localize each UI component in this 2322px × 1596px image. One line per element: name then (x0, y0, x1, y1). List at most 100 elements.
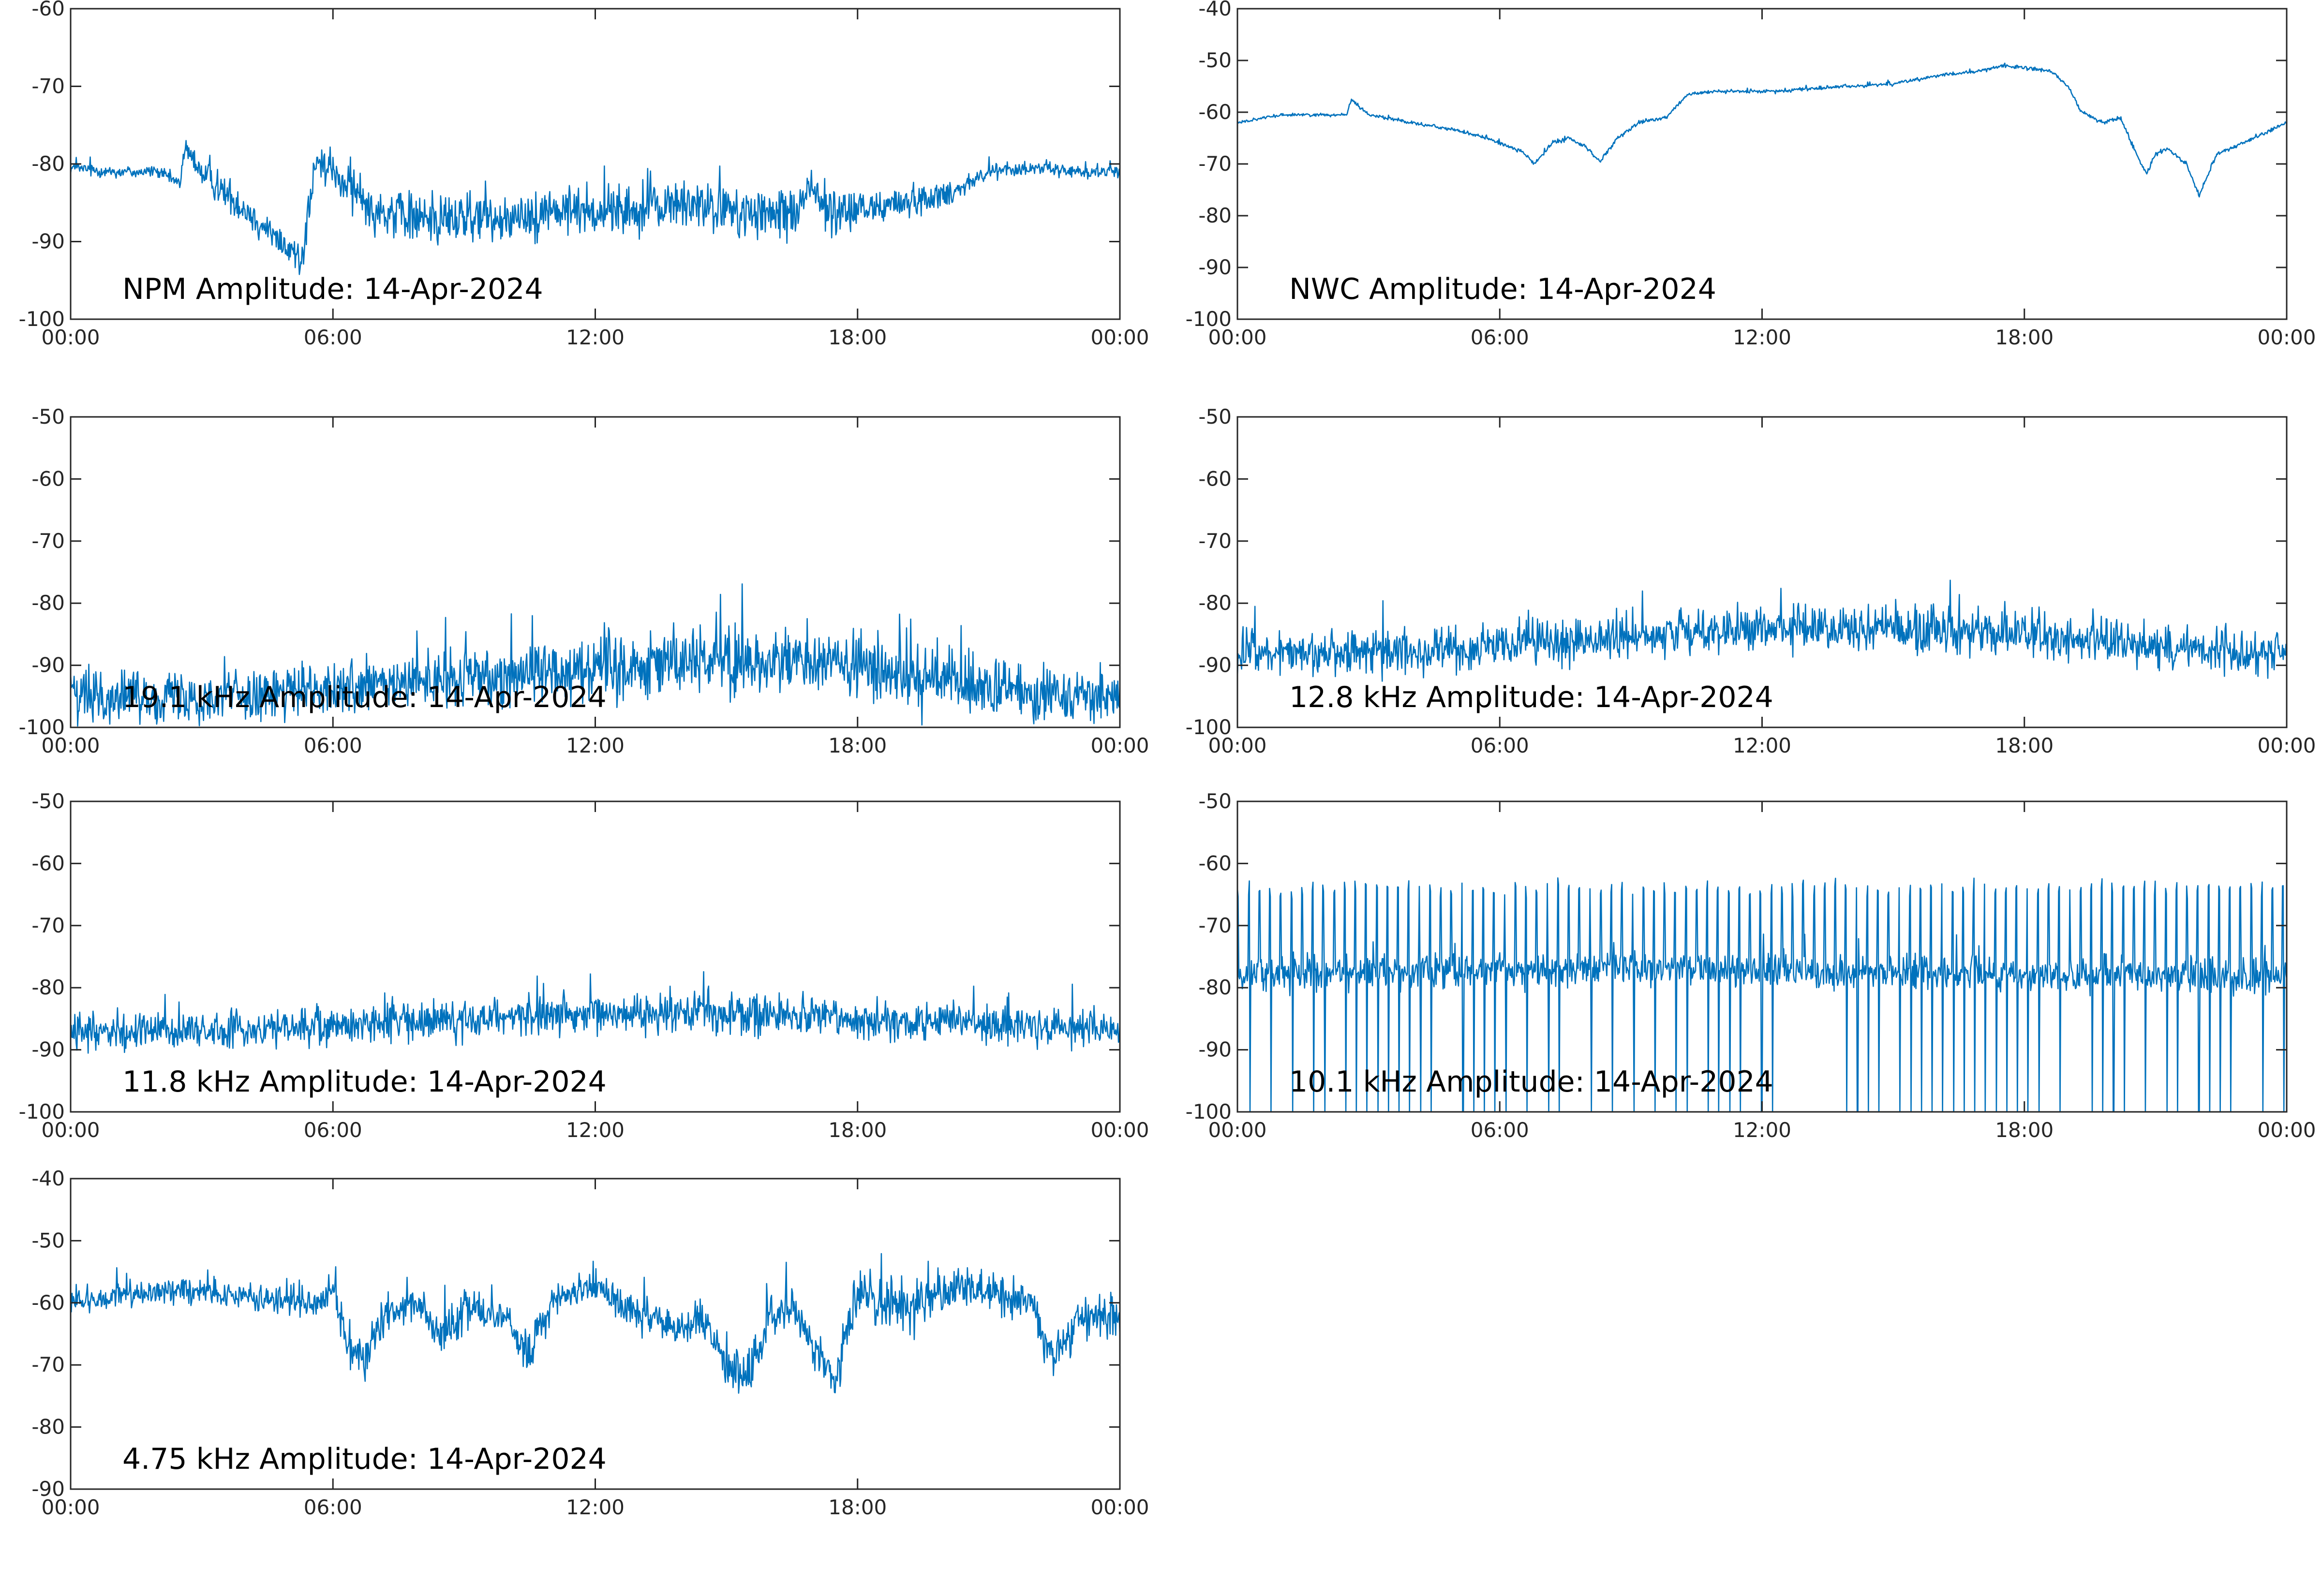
panel-title: 11.8 kHz Amplitude: 14-Apr-2024 (122, 1065, 607, 1099)
panel-title: 19.1 kHz Amplitude: 14-Apr-2024 (122, 680, 607, 714)
y-tick-label: -90 (31, 1477, 65, 1501)
x-tick-label: 00:00 (1090, 1118, 1149, 1142)
panel-title: 10.1 kHz Amplitude: 14-Apr-2024 (1289, 1065, 1773, 1099)
y-tick-label: -80 (1198, 591, 1232, 615)
x-tick-label: 12:00 (566, 1495, 625, 1519)
x-tick-label: 12:00 (566, 1118, 625, 1142)
y-tick-label: -80 (31, 975, 65, 999)
x-tick-label: 06:00 (304, 325, 362, 349)
x-tick-label: 12:00 (1733, 325, 1791, 349)
y-tick-label: -60 (1198, 467, 1232, 490)
y-tick-label: -70 (31, 914, 65, 937)
x-tick-label: 12:00 (1733, 1118, 1791, 1142)
y-tick-label: -60 (31, 851, 65, 875)
x-tick-label: 12:00 (566, 734, 625, 757)
x-tick-label: 12:00 (566, 325, 625, 349)
y-tick-label: -100 (1186, 1100, 1232, 1123)
plot-area-5 (70, 800, 1121, 1113)
x-tick-label: 18:00 (828, 1495, 887, 1519)
x-tick-label: 00:00 (1090, 1495, 1149, 1519)
y-tick-label: -40 (31, 1167, 65, 1190)
y-tick-label: -60 (31, 0, 65, 20)
plot-area-2 (1236, 8, 2288, 320)
y-tick-label: -60 (1198, 100, 1232, 124)
x-tick-label: 00:00 (41, 1118, 100, 1142)
series-line-1 (70, 140, 1120, 275)
x-tick-label: 00:00 (2257, 325, 2316, 349)
y-tick-label: -70 (31, 1353, 65, 1376)
series-line-3 (70, 583, 1121, 727)
x-tick-label: 18:00 (1995, 734, 2054, 757)
y-tick-label: -80 (31, 1415, 65, 1439)
plot-area-7 (70, 1178, 1121, 1490)
x-tick-label: 00:00 (2257, 734, 2316, 757)
y-tick-label: -90 (1198, 1038, 1232, 1062)
series-line-5 (70, 971, 1121, 1054)
y-tick-label: -90 (31, 230, 65, 253)
y-tick-label: -60 (1198, 851, 1232, 875)
y-tick-label: -50 (1198, 789, 1232, 813)
x-tick-label: 18:00 (1995, 1118, 2054, 1142)
x-tick-label: 00:00 (1090, 325, 1149, 349)
x-tick-label: 18:00 (1995, 325, 2054, 349)
x-tick-label: 00:00 (41, 734, 100, 757)
x-tick-label: 06:00 (304, 1495, 362, 1519)
x-tick-label: 06:00 (1471, 325, 1529, 349)
x-tick-label: 18:00 (828, 325, 887, 349)
x-tick-label: 18:00 (828, 1118, 887, 1142)
panel-title: 12.8 kHz Amplitude: 14-Apr-2024 (1289, 680, 1773, 714)
y-tick-label: -90 (1198, 255, 1232, 279)
x-tick-label: 00:00 (1090, 734, 1149, 757)
y-tick-label: -80 (1198, 204, 1232, 227)
series-line-7 (70, 1253, 1121, 1394)
y-tick-label: -80 (31, 152, 65, 176)
y-tick-label: -60 (31, 467, 65, 490)
y-tick-label: -70 (31, 74, 65, 98)
x-tick-label: 00:00 (41, 325, 100, 349)
y-tick-label: -100 (19, 715, 65, 739)
y-tick-label: -70 (1198, 529, 1232, 553)
y-tick-label: -50 (31, 1228, 65, 1252)
y-tick-label: -80 (31, 591, 65, 615)
x-tick-label: 00:00 (2257, 1118, 2316, 1142)
plot-area-1 (70, 8, 1121, 320)
y-tick-label: -70 (1198, 152, 1232, 176)
x-tick-label: 06:00 (304, 734, 362, 757)
series-line-4 (1236, 579, 2288, 682)
y-tick-label: -70 (31, 529, 65, 553)
y-tick-label: -90 (1198, 653, 1232, 677)
panel-title: NWC Amplitude: 14-Apr-2024 (1289, 272, 1716, 306)
y-tick-label: -100 (19, 1100, 65, 1123)
x-tick-label: 00:00 (1208, 734, 1266, 757)
y-tick-label: -70 (1198, 914, 1232, 937)
y-tick-label: -50 (1198, 405, 1232, 429)
y-tick-label: -80 (1198, 975, 1232, 999)
x-tick-label: 06:00 (304, 1118, 362, 1142)
panel-title: 4.75 kHz Amplitude: 14-Apr-2024 (122, 1442, 607, 1476)
panel-title: NPM Amplitude: 14-Apr-2024 (122, 272, 543, 306)
x-tick-label: 18:00 (828, 734, 887, 757)
y-tick-label: -50 (31, 405, 65, 429)
y-tick-label: -60 (31, 1291, 65, 1315)
x-tick-label: 00:00 (41, 1495, 100, 1519)
x-tick-label: 06:00 (1471, 1118, 1529, 1142)
y-tick-label: -50 (31, 789, 65, 813)
x-tick-label: 12:00 (1733, 734, 1791, 757)
series-line-2 (1237, 62, 2287, 198)
y-tick-label: -100 (1186, 307, 1232, 331)
x-tick-label: 06:00 (1471, 734, 1529, 757)
plot-area-4 (1236, 416, 2288, 728)
y-tick-label: -100 (1186, 715, 1232, 739)
y-tick-label: -100 (19, 307, 65, 331)
y-tick-label: -50 (1198, 48, 1232, 72)
y-tick-label: -90 (31, 653, 65, 677)
x-tick-label: 00:00 (1208, 1118, 1266, 1142)
